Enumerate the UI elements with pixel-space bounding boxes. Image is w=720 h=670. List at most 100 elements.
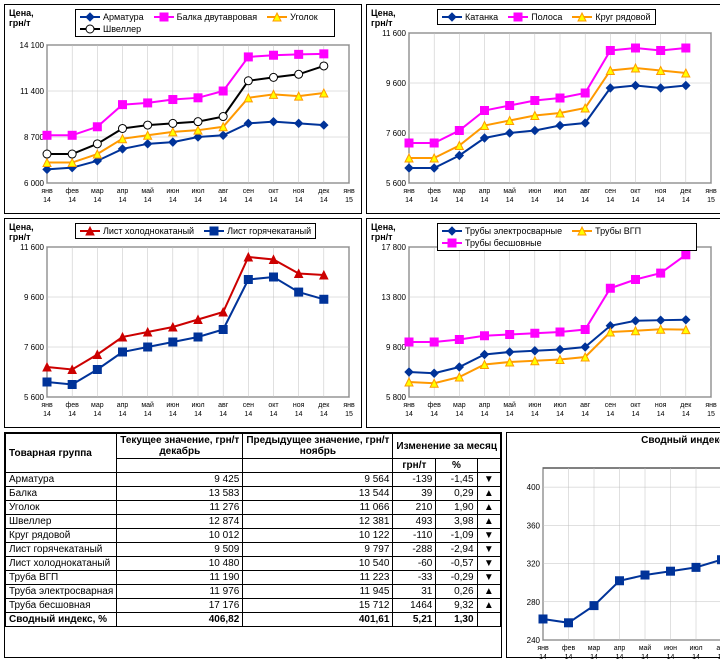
legend-item: Балка двутавровая [154, 12, 258, 22]
svg-text:мар: мар [91, 188, 104, 195]
svg-text:июл: июл [191, 402, 204, 409]
legend-item: Катанка [442, 12, 498, 22]
svg-text:авг: авг [218, 188, 229, 195]
svg-text:14: 14 [93, 197, 101, 204]
svg-text:14: 14 [606, 197, 614, 204]
svg-text:сен: сен [605, 188, 616, 195]
table-row: Лист холоднокатаный10 48010 540-60-0,57▼ [6, 557, 501, 571]
svg-text:7 600: 7 600 [386, 129, 407, 138]
svg-text:фев: фев [562, 645, 576, 652]
svg-text:дек: дек [680, 188, 692, 195]
chart-panel-3: Цена,грн/тЛист холоднокатаныйЛист горяче… [4, 218, 362, 428]
svg-text:май: май [503, 401, 516, 409]
svg-text:14: 14 [682, 411, 690, 418]
svg-text:окт: окт [630, 188, 641, 195]
th-pct: % [436, 459, 477, 473]
index-chart-title: Сводный индекс [507, 433, 720, 446]
svg-text:360: 360 [527, 521, 541, 530]
svg-text:14: 14 [169, 411, 177, 418]
svg-text:апр: апр [614, 645, 626, 652]
svg-text:13 800: 13 800 [382, 293, 407, 302]
svg-text:400: 400 [527, 483, 541, 492]
th-abs: грн/т [393, 459, 436, 473]
svg-text:фев: фев [427, 188, 441, 195]
legend-item: Швеллер [80, 24, 141, 34]
svg-text:14: 14 [270, 411, 278, 418]
svg-text:сен: сен [243, 402, 254, 409]
svg-text:14: 14 [581, 411, 589, 418]
svg-text:14 100: 14 100 [20, 41, 45, 50]
table-row: Уголок11 27611 0662101,90▲ [6, 501, 501, 515]
svg-text:ноя: ноя [655, 402, 667, 409]
svg-text:14: 14 [68, 197, 76, 204]
svg-text:14: 14 [93, 411, 101, 418]
svg-text:9 800: 9 800 [386, 343, 407, 352]
svg-text:14: 14 [616, 654, 624, 661]
svg-text:янв: янв [343, 188, 355, 195]
svg-text:окт: окт [268, 402, 279, 409]
legend: АрматураБалка двутавроваяУголокШвеллер [75, 9, 335, 37]
svg-text:8 700: 8 700 [24, 133, 45, 142]
chart-panel-4: Цена,грн/тТрубы электросварныеТрубы ВГПТ… [366, 218, 720, 428]
table-row: Круг рядовой10 01210 122-110-1,09▼ [6, 529, 501, 543]
svg-text:15: 15 [707, 411, 715, 418]
index-chart-panel: Сводный индекс240280320360400янв14фев14м… [506, 432, 720, 658]
svg-text:14: 14 [43, 197, 51, 204]
svg-text:май: май [141, 187, 154, 195]
svg-text:апр: апр [479, 188, 491, 195]
svg-text:14: 14 [632, 197, 640, 204]
svg-text:янв: янв [705, 188, 717, 195]
svg-text:14: 14 [119, 411, 127, 418]
svg-text:14: 14 [641, 654, 649, 661]
svg-text:15: 15 [345, 197, 353, 204]
svg-text:янв: янв [537, 645, 549, 652]
svg-text:14: 14 [244, 411, 252, 418]
svg-text:авг: авг [716, 645, 720, 652]
svg-text:янв: янв [41, 402, 53, 409]
svg-text:14: 14 [539, 654, 547, 661]
svg-text:июн: июн [664, 645, 677, 652]
svg-text:280: 280 [527, 598, 541, 607]
svg-text:14: 14 [581, 197, 589, 204]
svg-text:14: 14 [405, 197, 413, 204]
svg-text:14: 14 [632, 411, 640, 418]
svg-text:11 400: 11 400 [20, 87, 44, 96]
index-chart-svg: 240280320360400янв14фев14мар14апр14май14… [507, 446, 720, 670]
th-group: Товарная группа [6, 434, 117, 473]
svg-text:авг: авг [218, 402, 229, 409]
svg-text:14: 14 [144, 197, 152, 204]
svg-text:14: 14 [481, 411, 489, 418]
svg-text:май: май [503, 187, 516, 195]
svg-text:14: 14 [667, 654, 675, 661]
svg-text:июл: июл [689, 645, 702, 652]
table-total-row: Сводный индекс, %406,82401,615,211,30 [6, 613, 501, 627]
svg-text:14: 14 [556, 411, 564, 418]
svg-text:14: 14 [430, 197, 438, 204]
data-table: Товарная группа Текущее значение, грн/т … [5, 433, 501, 627]
svg-text:14: 14 [531, 197, 539, 204]
svg-text:6 000: 6 000 [24, 179, 45, 188]
svg-text:5 600: 5 600 [386, 179, 407, 188]
svg-text:фев: фев [427, 402, 441, 409]
table-row: Труба бесшовная17 17615 71214649,32▲ [6, 599, 501, 613]
svg-text:14: 14 [481, 197, 489, 204]
legend-item: Трубы бесшовные [442, 238, 542, 248]
svg-text:15: 15 [345, 411, 353, 418]
svg-text:апр: апр [479, 402, 491, 409]
svg-text:май: май [141, 401, 154, 409]
chart-panel-1: Цена,грн/тАрматураБалка двутавроваяУголо… [4, 4, 362, 214]
svg-text:авг: авг [580, 188, 591, 195]
svg-text:14: 14 [506, 411, 514, 418]
svg-text:апр: апр [117, 188, 129, 195]
svg-text:ноя: ноя [293, 188, 305, 195]
svg-text:5 600: 5 600 [24, 393, 45, 402]
svg-text:9 600: 9 600 [386, 79, 407, 88]
svg-text:14: 14 [144, 411, 152, 418]
svg-text:дек: дек [680, 402, 692, 409]
legend: Трубы электросварныеТрубы ВГПТрубы бесшо… [437, 223, 697, 251]
svg-text:14: 14 [657, 197, 665, 204]
bottom-row: Товарная группа Текущее значение, грн/т … [4, 432, 720, 658]
svg-text:14: 14 [194, 197, 202, 204]
svg-text:май: май [639, 644, 652, 652]
svg-text:14: 14 [320, 411, 328, 418]
